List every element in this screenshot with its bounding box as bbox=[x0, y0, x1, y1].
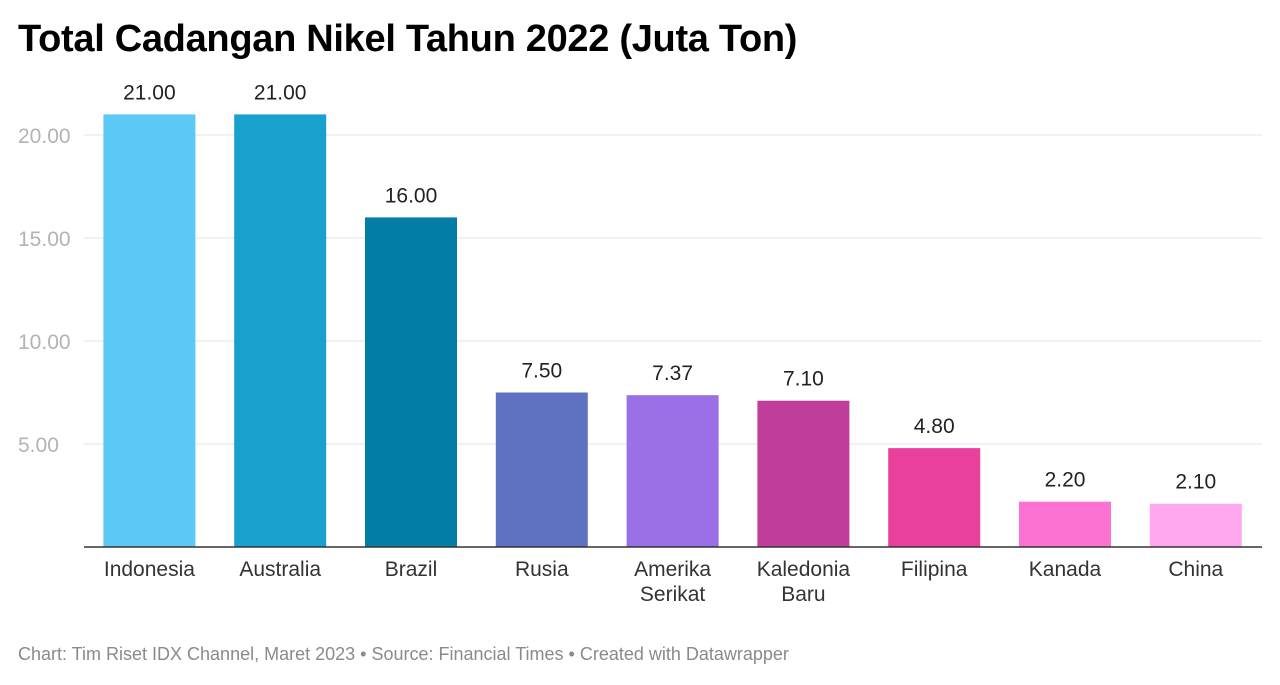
x-tick-label: Amerika Serikat bbox=[634, 558, 711, 606]
x-tick-label: Kaledonia Baru bbox=[757, 558, 851, 606]
data-label: 7.37 bbox=[652, 362, 693, 385]
x-tick-label-line: Australia bbox=[239, 558, 321, 581]
bar bbox=[626, 395, 719, 547]
data-label: 7.10 bbox=[783, 368, 824, 391]
labels-layer: 21.00 Indonesia 21.00 Australia 16.00 Brazil 7… bbox=[84, 81, 1262, 606]
x-tick-label-line: Baru bbox=[781, 583, 825, 606]
bar bbox=[103, 114, 196, 548]
data-label: 7.50 bbox=[521, 360, 562, 383]
x-tick-label-line: Brazil bbox=[385, 558, 438, 581]
x-tick-label: Brazil bbox=[385, 558, 438, 581]
bar bbox=[495, 392, 588, 547]
x-tick-label-line: Indonesia bbox=[104, 558, 195, 581]
x-tick-label-line: Amerika bbox=[634, 558, 711, 581]
x-tick-label: Australia bbox=[239, 558, 321, 581]
bar bbox=[234, 114, 327, 548]
bar bbox=[365, 217, 457, 547]
x-tick-label-line: Kanada bbox=[1029, 558, 1102, 581]
chart-footer: Chart: Tim Riset IDX Channel, Maret 2023… bbox=[18, 644, 789, 664]
y-tick-label: 5.00 bbox=[18, 434, 59, 457]
bar bbox=[1019, 501, 1111, 547]
x-tick-label: Kanada bbox=[1029, 558, 1102, 581]
x-tick-label: Indonesia bbox=[104, 558, 195, 581]
chart-title: Total Cadangan Nikel Tahun 2022 (Juta To… bbox=[18, 18, 798, 60]
x-tick-label: Filipina bbox=[901, 558, 968, 581]
bar bbox=[888, 448, 981, 547]
x-tick-label: China bbox=[1168, 558, 1223, 581]
bar bbox=[1149, 503, 1242, 547]
x-tick-label-line: Rusia bbox=[515, 558, 569, 581]
data-label: 2.20 bbox=[1045, 469, 1086, 492]
x-tick-label-line: Filipina bbox=[901, 558, 968, 581]
bar-chart: 5.00 10.00 15.00 20.00 21.00 Indonesia 21.00 A… bbox=[18, 81, 1262, 606]
data-label: 4.80 bbox=[914, 415, 955, 438]
bar bbox=[757, 400, 850, 547]
data-label: 21.00 bbox=[254, 81, 307, 104]
x-tick-label-line: China bbox=[1168, 558, 1223, 581]
x-tick-label-line: Kaledonia bbox=[757, 558, 851, 581]
data-label: 2.10 bbox=[1175, 471, 1216, 494]
y-tick-label: 10.00 bbox=[18, 331, 71, 354]
y-tick-label: 15.00 bbox=[18, 228, 71, 251]
y-tick-label: 20.00 bbox=[18, 125, 71, 148]
bars-layer bbox=[103, 114, 1242, 548]
x-tick-label: Rusia bbox=[515, 558, 569, 581]
data-label: 21.00 bbox=[123, 81, 176, 104]
x-tick-label-line: Serikat bbox=[640, 583, 706, 606]
data-label: 16.00 bbox=[385, 184, 438, 207]
